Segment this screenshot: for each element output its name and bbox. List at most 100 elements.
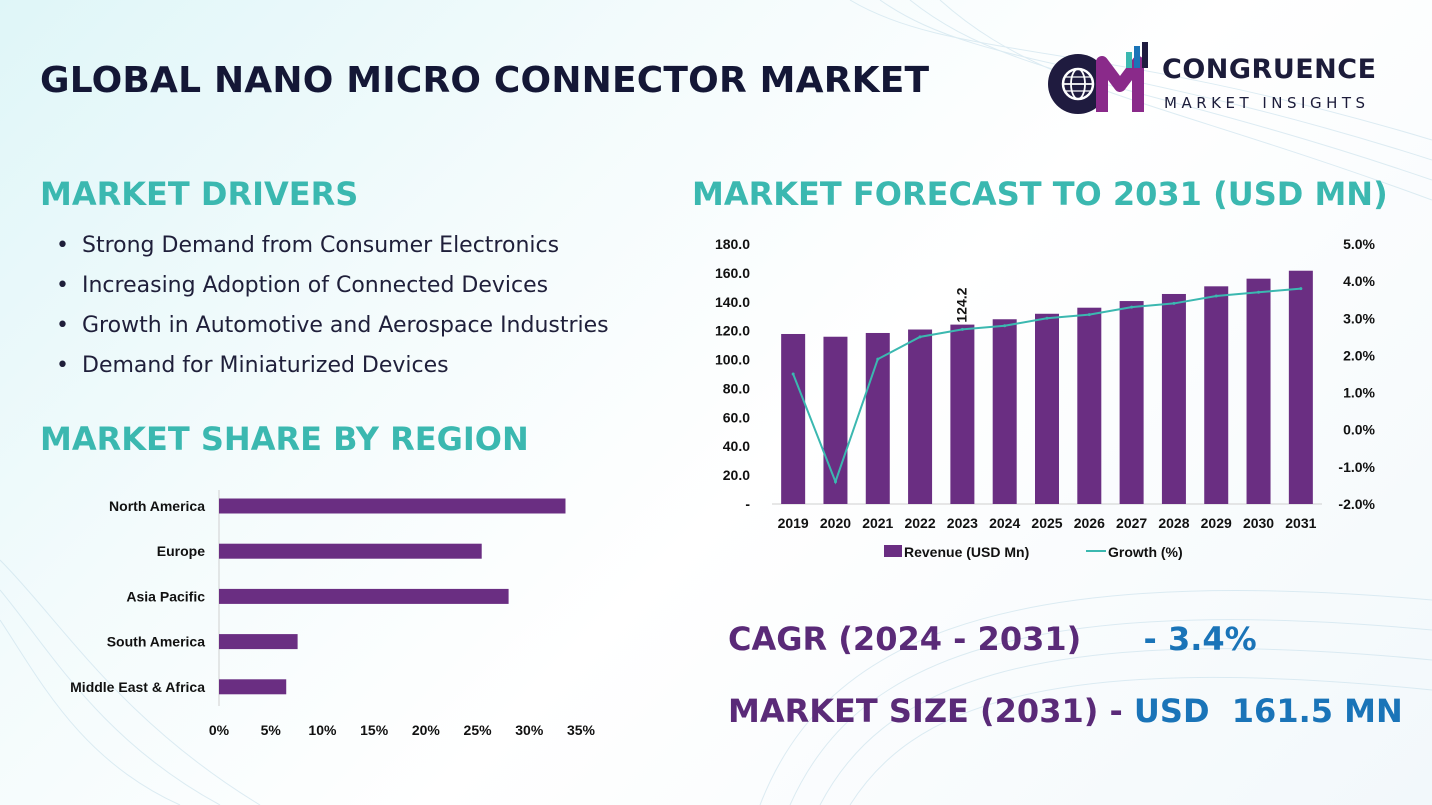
y-right-tick-label: 5.0% — [1343, 236, 1375, 252]
y-right-tick-label: -2.0% — [1338, 496, 1375, 512]
x-tick-label: 2031 — [1285, 515, 1316, 531]
y-right-tick-label: -1.0% — [1338, 459, 1375, 475]
market-size-value: USD 161.5 MN — [1133, 692, 1403, 730]
market-size-label: MARKET SIZE (2031) — [728, 692, 1099, 730]
x-tick-label: 2022 — [904, 515, 935, 531]
revenue-bar — [1161, 293, 1186, 504]
revenue-bar — [823, 336, 848, 504]
list-item: • Growth in Automotive and Aerospace Indu… — [56, 308, 609, 348]
y-right-tick-label: 1.0% — [1343, 385, 1375, 401]
x-tick-label: 5% — [261, 722, 282, 738]
x-tick-label: 2025 — [1031, 515, 1062, 531]
bullet-icon: • — [56, 353, 69, 378]
list-item: • Strong Demand from Consumer Electronics — [56, 228, 609, 268]
bar — [219, 679, 287, 695]
x-tick-label: 2020 — [820, 515, 851, 531]
cagr-value: - 3.4% — [1143, 620, 1257, 658]
logo-mark-icon — [1048, 42, 1148, 114]
revenue-bar — [781, 333, 806, 504]
legend-label-revenue: Revenue (USD Mn) — [904, 544, 1029, 560]
y-left-tick-label: - — [745, 496, 750, 512]
bar — [219, 634, 298, 650]
x-tick-label: 2027 — [1116, 515, 1147, 531]
growth-point — [1045, 316, 1049, 320]
page-title: GLOBAL NANO MICRO CONNECTOR MARKET — [40, 60, 930, 101]
bar — [219, 543, 482, 559]
driver-text: Strong Demand from Consumer Electronics — [82, 233, 560, 258]
growth-point — [1257, 290, 1261, 294]
list-item: • Demand for Miniaturized Devices — [56, 348, 609, 388]
logo-subtitle: MARKET INSIGHTS — [1164, 94, 1370, 112]
logo-name: CONGRUENCE — [1162, 54, 1377, 85]
revenue-bar — [1119, 301, 1144, 504]
growth-point — [1214, 294, 1218, 298]
y-left-tick-label: 120.0 — [715, 323, 750, 339]
brand-logo: CONGRUENCE MARKET INSIGHTS — [1044, 40, 1394, 120]
x-tick-label: 30% — [515, 722, 544, 738]
bar — [219, 588, 509, 604]
x-tick-label: 2019 — [778, 515, 809, 531]
y-left-tick-label: 40.0 — [723, 438, 750, 454]
growth-point — [876, 357, 880, 361]
category-label: Europe — [157, 543, 205, 559]
x-tick-label: 2029 — [1201, 515, 1232, 531]
bullet-icon: • — [56, 313, 69, 338]
drivers-heading: MARKET DRIVERS — [40, 175, 359, 213]
growth-point — [1087, 313, 1091, 317]
y-left-tick-label: 160.0 — [715, 265, 750, 281]
x-tick-label: 2028 — [1158, 515, 1189, 531]
y-left-tick-label: 140.0 — [715, 294, 750, 310]
x-tick-label: 20% — [412, 722, 441, 738]
x-tick-label: 25% — [464, 722, 493, 738]
x-tick-label: 10% — [308, 722, 337, 738]
cagr-label: CAGR (2024 - 2031) — [728, 620, 1082, 658]
list-item: • Increasing Adoption of Connected Device… — [56, 268, 609, 308]
market-size-line: MARKET SIZE (2031) - USD 161.5 MN — [728, 692, 1403, 730]
revenue-bar — [992, 319, 1017, 504]
driver-text: Increasing Adoption of Connected Devices — [82, 273, 549, 298]
data-label: 124.2 — [953, 287, 969, 322]
bullet-icon: • — [56, 273, 69, 298]
drivers-list: • Strong Demand from Consumer Electronics… — [56, 228, 609, 388]
y-left-tick-label: 180.0 — [715, 236, 750, 252]
x-tick-label: 2030 — [1243, 515, 1274, 531]
x-tick-label: 2026 — [1074, 515, 1105, 531]
revenue-bar — [908, 329, 933, 504]
category-label: Asia Pacific — [126, 588, 205, 604]
growth-point — [1299, 287, 1303, 291]
growth-point — [791, 372, 795, 376]
legend-swatch-revenue — [884, 545, 902, 557]
growth-point — [1172, 301, 1176, 305]
y-left-tick-label: 80.0 — [723, 380, 750, 396]
revenue-bar — [1246, 278, 1271, 504]
market-size-separator: - — [1098, 692, 1134, 730]
share-heading: MARKET SHARE BY REGION — [40, 420, 529, 458]
bar — [219, 498, 566, 514]
revenue-bar — [1204, 286, 1229, 504]
x-tick-label: 0% — [209, 722, 230, 738]
y-left-tick-label: 60.0 — [723, 409, 750, 425]
y-right-tick-label: 4.0% — [1343, 273, 1375, 289]
growth-point — [1130, 305, 1134, 309]
growth-point — [1003, 324, 1007, 328]
driver-text: Demand for Miniaturized Devices — [82, 353, 449, 378]
x-tick-label: 2023 — [947, 515, 978, 531]
y-left-tick-label: 100.0 — [715, 352, 750, 368]
growth-point — [918, 335, 922, 339]
y-right-tick-label: 0.0% — [1343, 422, 1375, 438]
y-right-tick-label: 2.0% — [1343, 347, 1375, 363]
legend-label-growth: Growth (%) — [1108, 544, 1183, 560]
x-tick-label: 2021 — [862, 515, 893, 531]
category-label: South America — [107, 634, 205, 650]
y-left-tick-label: 20.0 — [723, 467, 750, 483]
x-tick-label: 15% — [360, 722, 389, 738]
revenue-bar — [1288, 270, 1313, 504]
growth-point — [960, 327, 964, 331]
revenue-bar — [1077, 307, 1102, 504]
growth-point — [833, 480, 837, 484]
x-tick-label: 2024 — [989, 515, 1020, 531]
category-label: Middle East & Africa — [70, 679, 205, 695]
x-tick-label: 35% — [567, 722, 596, 738]
